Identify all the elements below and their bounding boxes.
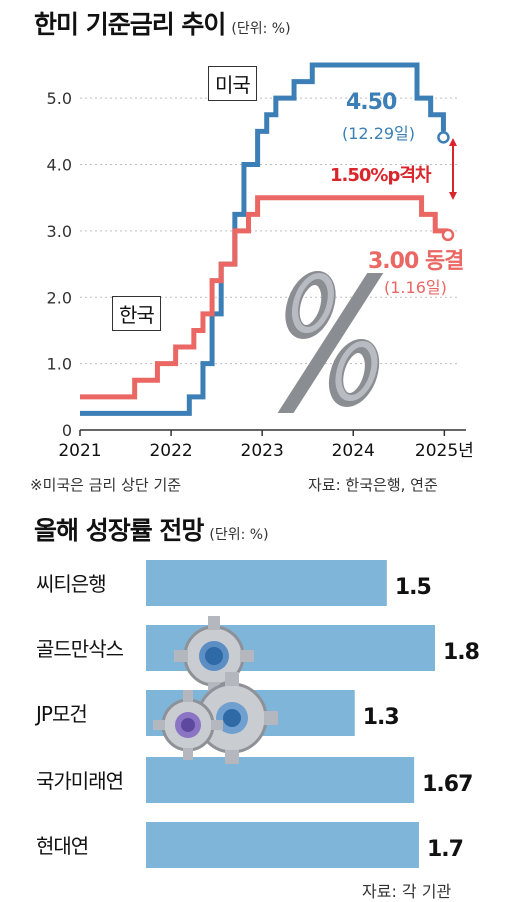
- y-tick-label: 4.0: [47, 156, 72, 175]
- x-tick-label: 2023: [241, 441, 284, 461]
- bar-value-label: 1.7: [427, 837, 463, 862]
- rate-chart-title: 한미 기준금리 추이 (단위: %): [34, 5, 291, 41]
- bar-value-label: 1.67: [422, 772, 472, 797]
- y-tick-label: 5.0: [47, 89, 72, 108]
- bar-value-label: 1.8: [443, 640, 479, 665]
- rate-axis: 0 1.0 2.0 3.0 4.0 5.0 2021 2022 2023 2024 2025년: [47, 89, 474, 461]
- bar-category-label: 골드만삭스: [36, 637, 124, 661]
- kr-end-marker: [441, 228, 455, 242]
- rate-note: ※미국은 금리 상단 기준: [30, 476, 182, 494]
- us-last-value: 4.50: [346, 90, 397, 115]
- y-tick-label: 0: [62, 421, 72, 440]
- rate-chart-title-text: 한미 기준금리 추이: [34, 10, 226, 39]
- rate-line-chart: 0 1.0 2.0 3.0 4.0 5.0 2021 2022 2023 2024 2025년: [47, 62, 474, 461]
- rate-source: 자료: 한국은행, 연준: [308, 476, 438, 494]
- x-tick-label: 2021: [58, 441, 101, 461]
- gap-label: 1.50%p격차: [330, 165, 431, 186]
- percent-symbol-icon: [277, 271, 384, 413]
- us-tag: 미국: [208, 66, 257, 101]
- us-last-date: (12.29일): [342, 124, 416, 143]
- bar-value-label: 1.5: [395, 575, 431, 600]
- bar-category-label: 씨티은행: [36, 572, 106, 596]
- growth-chart-title: 올해 성장률 전망 (단위: %): [34, 511, 269, 547]
- bar-category-label: 현대연: [36, 834, 88, 858]
- kr-rate-line: [80, 195, 448, 400]
- growth-chart-unit: (단위: %): [209, 527, 269, 543]
- gears-icon: [153, 616, 278, 764]
- bar: [146, 560, 387, 606]
- rate-chart-unit: (단위: %): [231, 21, 291, 37]
- kr-tag: 한국: [112, 296, 161, 331]
- kr-last-date: (1.16일): [384, 278, 447, 297]
- bar-category-label: 국가미래연: [36, 769, 123, 793]
- x-tick-label: 2025년: [415, 441, 474, 461]
- bar: [146, 757, 415, 803]
- bar-category-label: JP모건: [34, 702, 87, 726]
- y-tick-label: 1.0: [47, 355, 72, 374]
- bar-value-label: 1.3: [363, 705, 399, 730]
- gap-arrow: [449, 138, 457, 200]
- us-rate-line: [80, 62, 446, 416]
- rate-series: [80, 62, 455, 416]
- kr-last-value: 3.00 동결: [368, 249, 464, 274]
- growth-chart-title-text: 올해 성장률 전망: [34, 516, 204, 545]
- us-end-marker: [437, 131, 450, 144]
- rate-grid: [80, 97, 458, 365]
- x-tick-label: 2024: [332, 441, 375, 461]
- bar: [146, 822, 419, 868]
- x-tick-label: 2022: [149, 441, 192, 461]
- y-tick-label: 2.0: [47, 288, 72, 307]
- y-tick-label: 3.0: [47, 222, 72, 241]
- growth-source: 자료: 각 기관: [362, 882, 452, 901]
